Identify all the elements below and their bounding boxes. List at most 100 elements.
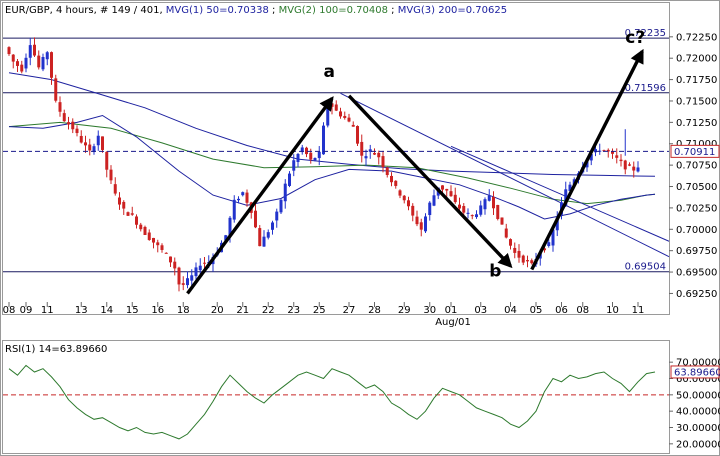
- candle-body: [555, 217, 559, 231]
- candle-body: [126, 212, 130, 216]
- candle-body: [58, 102, 62, 112]
- time-tick-label: 11: [41, 305, 54, 316]
- time-tick-label: 29: [398, 305, 411, 316]
- header-mvg3: MVG(3) 200=0.70625: [398, 5, 507, 16]
- time-tick-label: 13: [75, 305, 88, 316]
- rsi-title: RSI(1) 14=63.89660: [5, 344, 107, 355]
- candle-body: [164, 252, 168, 254]
- horizontal-levels: 0.72235 0.71596 0.69504: [3, 28, 669, 273]
- candle-body: [339, 111, 342, 117]
- candle-body: [394, 180, 398, 186]
- time-tick-label: 08: [576, 305, 589, 316]
- trendline: [340, 92, 670, 258]
- candle-body: [402, 195, 406, 201]
- candle-body: [232, 199, 236, 220]
- time-tick-label: 11: [632, 305, 645, 316]
- candle-body: [41, 56, 45, 70]
- time-tick-label: 08: [3, 305, 16, 316]
- candle-body: [181, 283, 185, 285]
- candle-body: [160, 245, 164, 250]
- current-price-label: 0.70911: [674, 147, 715, 158]
- time-tick-label: 22: [262, 305, 275, 316]
- rsi-tick-label: 40.00000: [676, 407, 720, 418]
- candle-body: [258, 228, 262, 247]
- candle-body: [509, 239, 512, 246]
- candle-body: [377, 152, 381, 158]
- candle-body: [530, 260, 534, 264]
- candle-body: [611, 151, 614, 154]
- price-panel-frame: [2, 2, 670, 315]
- candle-body: [254, 210, 257, 228]
- candle-body: [88, 144, 92, 151]
- candle-body: [296, 154, 300, 163]
- candle-body: [79, 135, 83, 143]
- candle-body: [37, 55, 41, 68]
- time-tick-label: 15: [126, 305, 139, 316]
- candle-body: [7, 47, 11, 55]
- candle-body: [11, 54, 15, 62]
- candle-body: [130, 213, 134, 215]
- candle-body: [24, 57, 28, 69]
- candle-body: [424, 216, 427, 232]
- time-tick-label: 20: [211, 305, 224, 316]
- candle-body: [92, 146, 96, 153]
- current-price-line: 0.70911: [3, 144, 720, 158]
- time-tick-label: 09: [20, 305, 33, 316]
- candle-body: [547, 242, 551, 246]
- candle-body: [186, 278, 189, 286]
- trendlines: [340, 92, 670, 258]
- price-tick-label: 0.70000: [676, 225, 717, 236]
- candle-body: [241, 192, 245, 196]
- candle-body: [54, 78, 58, 101]
- candle-body: [373, 153, 376, 155]
- rsi-y-axis: 70.00000 60.00000 50.00000 40.00000 30.00000…: [669, 358, 720, 450]
- candle-body: [173, 261, 177, 269]
- candle-body: [228, 217, 232, 237]
- candle-body: [462, 206, 466, 213]
- candle-body: [135, 216, 138, 225]
- mvg50-line: [8, 114, 656, 220]
- candle-body: [317, 151, 321, 159]
- candle-body: [381, 156, 385, 167]
- price-tick-label: 0.72000: [676, 54, 717, 65]
- time-tick-label: 25: [313, 305, 326, 316]
- header-instrument: EUR/GBP: [5, 5, 50, 16]
- wave-arrow: [186, 96, 334, 295]
- candle-body: [177, 267, 181, 285]
- rsi-panel-frame: [2, 340, 670, 454]
- candle-body: [334, 104, 338, 111]
- candle-body: [143, 226, 147, 236]
- level-label: 0.72235: [625, 28, 666, 39]
- rsi-line-group: 63.89660: [3, 364, 720, 440]
- wave-label: c?: [625, 28, 645, 48]
- wave-label: a: [324, 62, 335, 82]
- candle-body: [237, 198, 240, 201]
- candle-body: [20, 64, 24, 72]
- candle-body: [96, 135, 100, 146]
- candle-body: [198, 265, 202, 271]
- candle-body: [568, 184, 572, 191]
- time-tick-label: 05: [530, 305, 543, 316]
- candle-body: [169, 256, 172, 263]
- price-tick-label: 0.69250: [676, 289, 717, 300]
- rsi-tick-label: 20.00000: [676, 439, 720, 450]
- candle-body: [84, 142, 87, 146]
- candle-body: [224, 235, 228, 241]
- candle-body: [33, 44, 36, 56]
- candle-body: [470, 215, 474, 217]
- time-tick-label: 06: [555, 305, 568, 316]
- time-tick-label: 16: [151, 305, 164, 316]
- candle-body: [71, 121, 75, 130]
- candle-body: [28, 45, 32, 58]
- candle-body: [500, 217, 504, 225]
- candle-body: [309, 152, 313, 160]
- candle-body: [16, 61, 19, 66]
- price-tick-label: 0.72250: [676, 32, 717, 43]
- candle-body: [615, 155, 619, 158]
- candle-body: [300, 147, 304, 153]
- time-tick-label: 28: [368, 305, 381, 316]
- price-tick-label: 0.69500: [676, 268, 717, 279]
- candle-body: [543, 248, 546, 251]
- candle-body: [156, 242, 160, 246]
